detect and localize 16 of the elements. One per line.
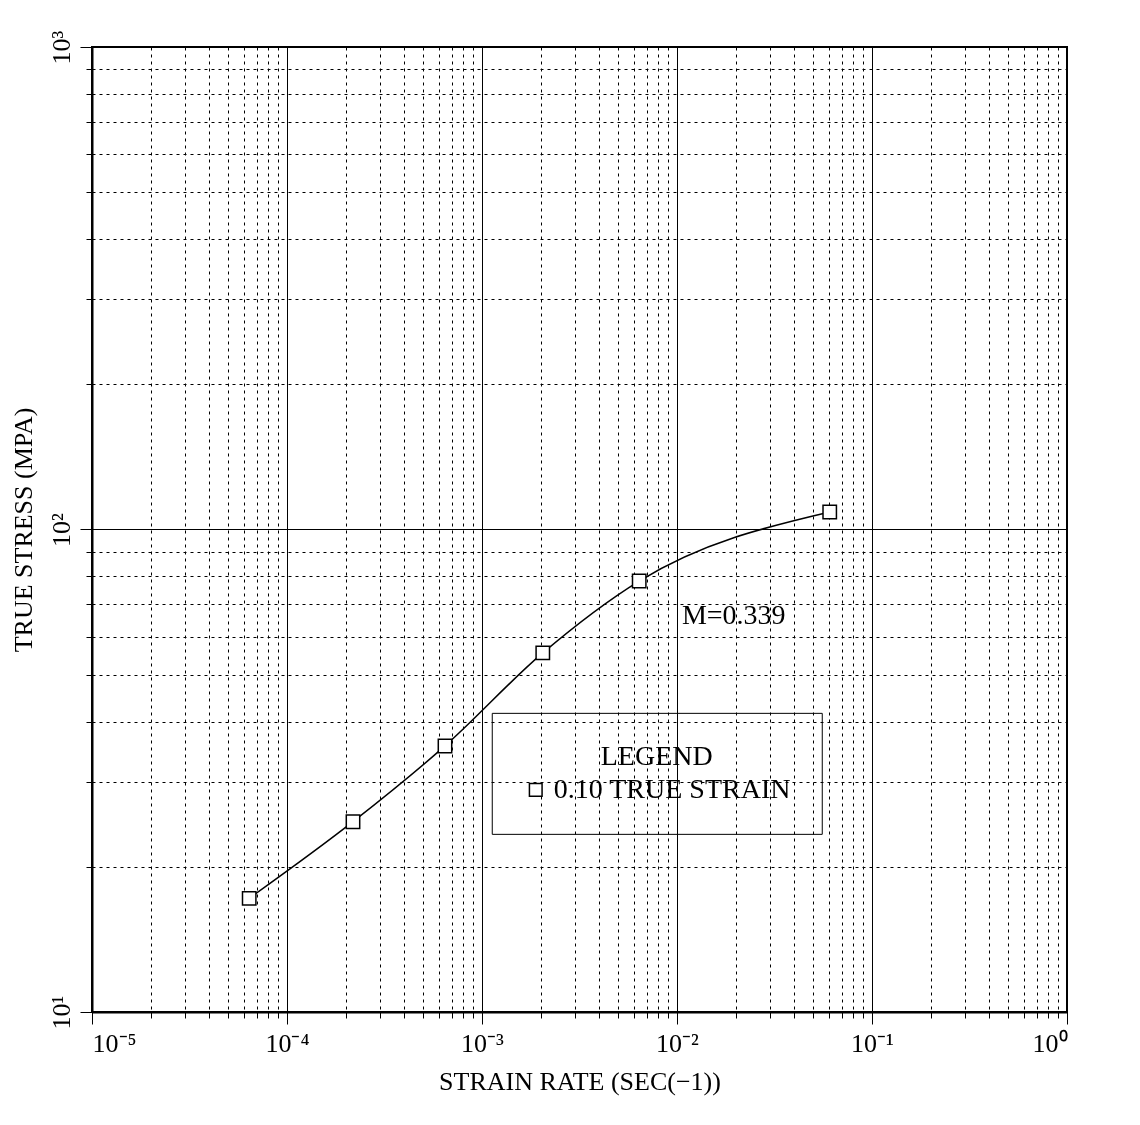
- x-tick-label: 10⁻²: [656, 1028, 700, 1058]
- annotation: M=0.339: [681, 599, 786, 631]
- x-tick-label: 10⁻⁵: [92, 1028, 137, 1058]
- point: [241, 890, 257, 906]
- x-tick-label: 10⁻¹: [851, 1028, 894, 1058]
- y-axis-title: TRUE STRESS (MPA): [8, 407, 38, 653]
- point: [631, 573, 647, 589]
- y-tick-label: 10¹: [46, 995, 76, 1030]
- x-tick-label: 10⁻⁴: [265, 1028, 310, 1058]
- x-tick-label: 10⁰: [1032, 1028, 1068, 1058]
- x-axis-title: STRAIN RATE (SEC(−1)): [439, 1066, 721, 1096]
- point: [535, 645, 551, 661]
- x-tick-label: 10⁻³: [461, 1028, 505, 1058]
- point: [437, 738, 453, 754]
- y-tick-label: 10³: [46, 30, 76, 65]
- y-tick-label: 10²: [46, 512, 76, 547]
